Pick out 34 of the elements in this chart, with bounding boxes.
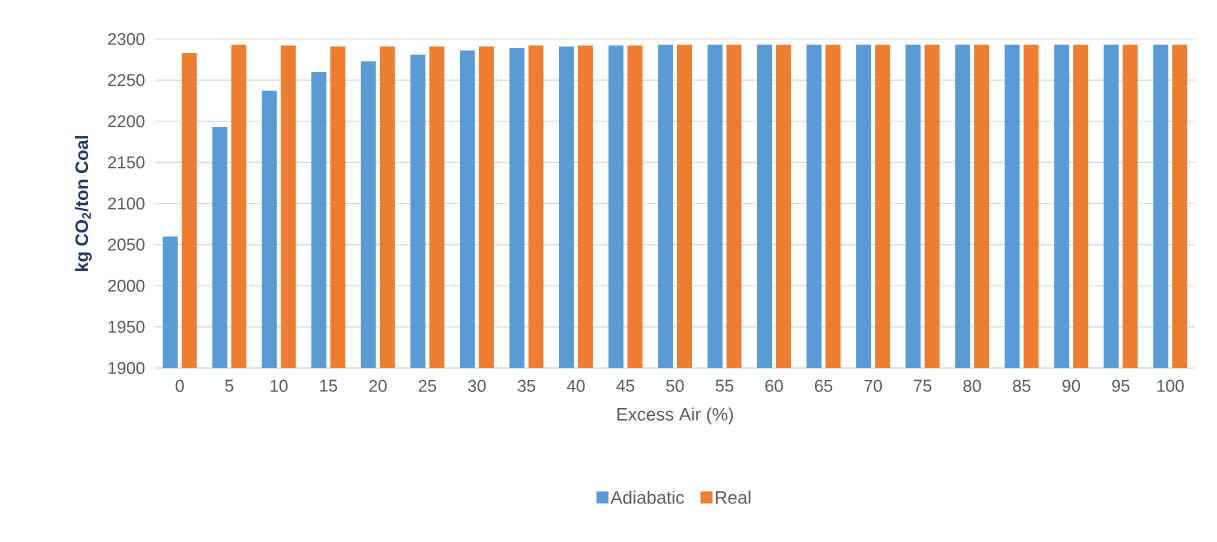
y-tick-label: 2150 bbox=[108, 156, 145, 169]
legend-label: Adiabatic bbox=[610, 490, 685, 504]
x-tick-label: 55 bbox=[715, 379, 734, 392]
y-tick-label: 1950 bbox=[108, 320, 145, 333]
x-tick-label: 80 bbox=[963, 379, 981, 392]
y-axis-title: kg CO$_{2}$/ton Coal bbox=[74, 136, 92, 271]
x-tick-label: 45 bbox=[616, 379, 635, 392]
x-tick-label: 30 bbox=[468, 379, 486, 392]
x-tick-label: 20 bbox=[369, 379, 387, 392]
y-tick-label: 2200 bbox=[108, 115, 145, 128]
x-tick-label: 25 bbox=[418, 379, 437, 392]
x-axis-title: Excess Air (%) bbox=[617, 407, 733, 425]
legend-label: Real bbox=[715, 490, 751, 504]
x-tick-label: 95 bbox=[1112, 379, 1130, 392]
y-tick-label: 2050 bbox=[108, 238, 145, 251]
y-tick-label: 2000 bbox=[108, 279, 145, 292]
x-tick-label: 75 bbox=[914, 379, 932, 392]
x-tick-label: 5 bbox=[225, 379, 234, 392]
x-tick-label: 100 bbox=[1157, 379, 1184, 392]
y-tick-label: 2300 bbox=[108, 32, 145, 46]
x-tick-label: 60 bbox=[765, 379, 783, 392]
y-tick-label: 2100 bbox=[108, 197, 145, 210]
x-tick-label: 85 bbox=[1012, 379, 1031, 392]
x-tick-label: 0 bbox=[175, 379, 184, 392]
x-tick-label: 15 bbox=[320, 379, 338, 392]
x-tick-label: 10 bbox=[270, 379, 288, 392]
y-tick-label: 1900 bbox=[108, 361, 145, 375]
x-tick-label: 65 bbox=[814, 379, 833, 392]
x-tick-label: 70 bbox=[864, 379, 882, 392]
x-tick-label: 90 bbox=[1062, 379, 1080, 392]
y-tick-label: 2250 bbox=[108, 74, 145, 87]
x-tick-label: 50 bbox=[666, 379, 684, 392]
x-tick-label: 40 bbox=[566, 379, 585, 392]
x-tick-label: 35 bbox=[517, 379, 536, 392]
